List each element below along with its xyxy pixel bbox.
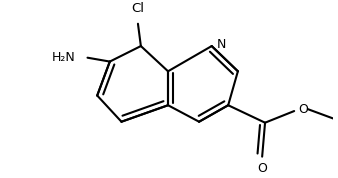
Text: H₂N: H₂N [52, 51, 76, 64]
Text: N: N [217, 38, 226, 51]
Text: O: O [257, 161, 267, 174]
Text: O: O [298, 103, 308, 116]
Text: Cl: Cl [131, 2, 144, 15]
